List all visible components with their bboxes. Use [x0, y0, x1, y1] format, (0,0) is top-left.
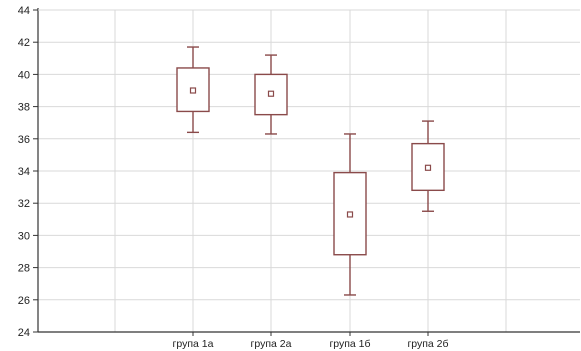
x-category-label: група 1б — [329, 338, 370, 350]
mean-marker — [267, 90, 275, 97]
box-group — [176, 46, 210, 134]
mean-marker — [189, 87, 197, 94]
box-marks — [176, 46, 445, 296]
box-group — [254, 54, 288, 135]
y-tick-label: 28 — [18, 263, 30, 275]
x-category-label: група 1а — [173, 338, 214, 350]
y-tick-label: 36 — [18, 134, 30, 146]
x-category-label: група 2а — [251, 338, 292, 350]
y-tick-label: 40 — [18, 69, 30, 81]
y-tick-label: 34 — [18, 166, 30, 178]
box-rect — [411, 142, 445, 192]
x-category-label: група 2б — [407, 338, 448, 350]
grid-lines — [38, 9, 580, 333]
mean-marker — [346, 211, 354, 218]
y-tick-label: 30 — [18, 230, 30, 242]
y-tick-label: 24 — [18, 327, 30, 339]
y-tick-label: 26 — [18, 295, 30, 307]
axes — [33, 8, 580, 336]
y-tick-label: 38 — [18, 102, 30, 114]
y-tick-label: 42 — [18, 37, 30, 49]
box-group — [333, 133, 367, 296]
box-group — [411, 120, 445, 212]
axis-labels: 24 26 28 30 32 34 36 38 40 42 44 група 1а група 2а гр… — [18, 5, 449, 350]
y-tick-label: 32 — [18, 198, 30, 210]
y-tick-label: 44 — [18, 5, 30, 17]
mean-marker — [424, 164, 432, 171]
